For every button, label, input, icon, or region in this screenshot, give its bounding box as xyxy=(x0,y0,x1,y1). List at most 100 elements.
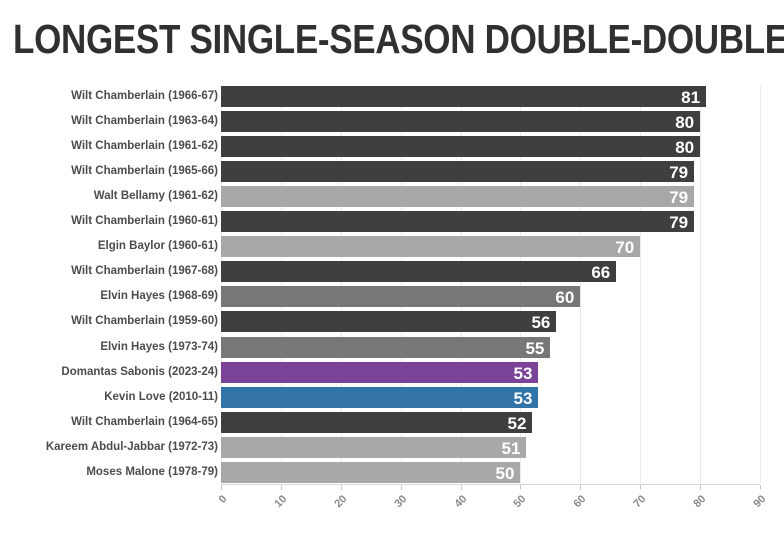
category-label: Elvin Hayes (1973-74) xyxy=(100,340,218,353)
bar[interactable]: 60 xyxy=(221,286,581,308)
bar[interactable]: 80 xyxy=(221,136,701,158)
gridline xyxy=(700,86,702,483)
bar-row: Wilt Chamberlain (1963-64) 80 xyxy=(0,111,784,133)
gridline xyxy=(640,86,642,483)
gridline xyxy=(280,86,282,483)
bar-value-label: 53 xyxy=(513,388,533,408)
bar-value-label: 52 xyxy=(507,413,527,433)
bar-chart: Wilt Chamberlain (1966-67) 81 Wilt Chamber… xyxy=(0,86,784,510)
x-axis-tick-label: 10 xyxy=(272,492,290,510)
category-label: Elvin Hayes (1968-69) xyxy=(100,290,218,303)
bar-value-label: 50 xyxy=(495,463,515,483)
gridline xyxy=(460,86,462,483)
axis-tick xyxy=(520,484,522,490)
bar[interactable]: 52 xyxy=(221,411,533,433)
gridline xyxy=(221,86,222,483)
bar-row: Walt Bellamy (1961-62) 79 xyxy=(0,186,784,208)
page-title: LONGEST SINGLE-SEASON DOUBLE-DOUBLE STRE… xyxy=(13,16,784,62)
axis-tick xyxy=(700,484,702,490)
bar-value-label: 51 xyxy=(501,438,521,458)
bar[interactable]: 55 xyxy=(221,336,551,358)
axis-baseline xyxy=(221,483,760,485)
category-label: Kevin Love (2010-11) xyxy=(104,390,218,403)
category-label: Wilt Chamberlain (1965-66) xyxy=(71,165,218,178)
bar[interactable]: 50 xyxy=(221,461,521,483)
bar-value-label: 66 xyxy=(591,263,611,283)
axis-tick xyxy=(460,484,462,490)
bar-value-label: 53 xyxy=(513,363,533,383)
bar-row: Wilt Chamberlain (1966-67) 81 xyxy=(0,86,784,107)
bar-row: Kevin Love (2010-11) 53 xyxy=(0,386,784,408)
gridline xyxy=(580,86,582,483)
bar-row: Moses Malone (1978-79) 50 xyxy=(0,461,784,483)
gridline xyxy=(760,86,761,483)
bar-row: Wilt Chamberlain (1965-66) 79 xyxy=(0,161,784,183)
bar-row: Wilt Chamberlain (1961-62) 80 xyxy=(0,136,784,158)
bar-value-label: 55 xyxy=(525,338,545,358)
bar[interactable]: 56 xyxy=(221,311,557,333)
x-axis-tick-label: 20 xyxy=(332,492,350,510)
gridline xyxy=(400,86,402,483)
x-axis-tick-label: 90 xyxy=(751,492,769,510)
axis-tick xyxy=(640,484,642,490)
bar-row: Wilt Chamberlain (1967-68) 66 xyxy=(0,261,784,283)
category-label: Wilt Chamberlain (1959-60) xyxy=(71,315,218,328)
category-label: Wilt Chamberlain (1966-67) xyxy=(71,90,218,102)
x-axis-tick-label: 30 xyxy=(391,492,410,510)
gridline xyxy=(340,86,342,483)
category-label: Domantas Sabonis (2023-24) xyxy=(61,365,218,378)
bar[interactable]: 53 xyxy=(221,361,539,383)
bar-value-label: 81 xyxy=(681,88,701,107)
category-label: Walt Bellamy (1961-62) xyxy=(93,190,218,203)
bar-value-label: 60 xyxy=(555,288,575,308)
axis-tick xyxy=(221,484,222,490)
bar-value-label: 80 xyxy=(675,113,695,133)
x-axis-tick-label: 0 xyxy=(216,492,230,506)
bars-layer: Wilt Chamberlain (1966-67) 81 Wilt Chamber… xyxy=(0,86,784,483)
bar-row: Wilt Chamberlain (1964-65) 52 xyxy=(0,411,784,433)
bar[interactable]: 79 xyxy=(221,211,695,233)
x-axis-tick-label: 40 xyxy=(451,492,470,510)
bar-row: Wilt Chamberlain (1960-61) 79 xyxy=(0,211,784,233)
bar-value-label: 79 xyxy=(669,213,689,233)
bar[interactable]: 81 xyxy=(221,86,707,107)
bar[interactable]: 51 xyxy=(221,436,527,458)
bar[interactable]: 80 xyxy=(221,111,701,133)
bar-row: Elgin Baylor (1960-61) 70 xyxy=(0,236,784,258)
gridline xyxy=(520,86,522,483)
category-label: Elgin Baylor (1960-61) xyxy=(97,240,218,253)
bar-value-label: 79 xyxy=(669,163,689,183)
grid-layer xyxy=(221,86,761,483)
x-axis-tick-label: 80 xyxy=(691,492,709,510)
axis-tick xyxy=(580,484,582,490)
bar[interactable]: 79 xyxy=(221,161,695,183)
category-label: Wilt Chamberlain (1961-62) xyxy=(71,140,218,153)
x-axis-tick-label: 60 xyxy=(571,492,589,510)
x-axis-tick-label: 50 xyxy=(511,492,529,510)
category-label: Wilt Chamberlain (1963-64) xyxy=(71,115,218,128)
category-label: Wilt Chamberlain (1964-65) xyxy=(71,415,218,428)
bar-value-label: 70 xyxy=(615,238,635,258)
bar[interactable]: 70 xyxy=(221,236,641,258)
x-axis: 0 10 20 30 40 50 60 70 80 90 xyxy=(217,483,768,510)
axis-tick xyxy=(280,484,282,490)
axis-tick xyxy=(400,484,402,490)
axis-tick xyxy=(760,484,761,490)
bar-row: Elvin Hayes (1968-69) 60 xyxy=(0,286,784,308)
category-label: Moses Malone (1978-79) xyxy=(86,465,218,478)
bar[interactable]: 79 xyxy=(221,186,695,208)
bar-row: Domantas Sabonis (2023-24) 53 xyxy=(0,361,784,383)
bar-value-label: 79 xyxy=(669,188,689,208)
bar-row: Wilt Chamberlain (1959-60) 56 xyxy=(0,311,784,333)
category-label: Wilt Chamberlain (1967-68) xyxy=(71,265,218,278)
axis-tick xyxy=(340,484,342,490)
bar-row: Kareem Abdul-Jabbar (1972-73) 51 xyxy=(0,436,784,458)
bar-value-label: 80 xyxy=(675,138,695,158)
bar-value-label: 56 xyxy=(531,313,551,333)
category-label: Kareem Abdul-Jabbar (1972-73) xyxy=(45,440,218,453)
bar-row: Elvin Hayes (1973-74) 55 xyxy=(0,336,784,358)
category-label: Wilt Chamberlain (1960-61) xyxy=(71,215,218,228)
x-axis-tick-label: 70 xyxy=(631,492,649,510)
bar[interactable]: 53 xyxy=(221,386,539,408)
bar[interactable]: 66 xyxy=(221,261,617,283)
